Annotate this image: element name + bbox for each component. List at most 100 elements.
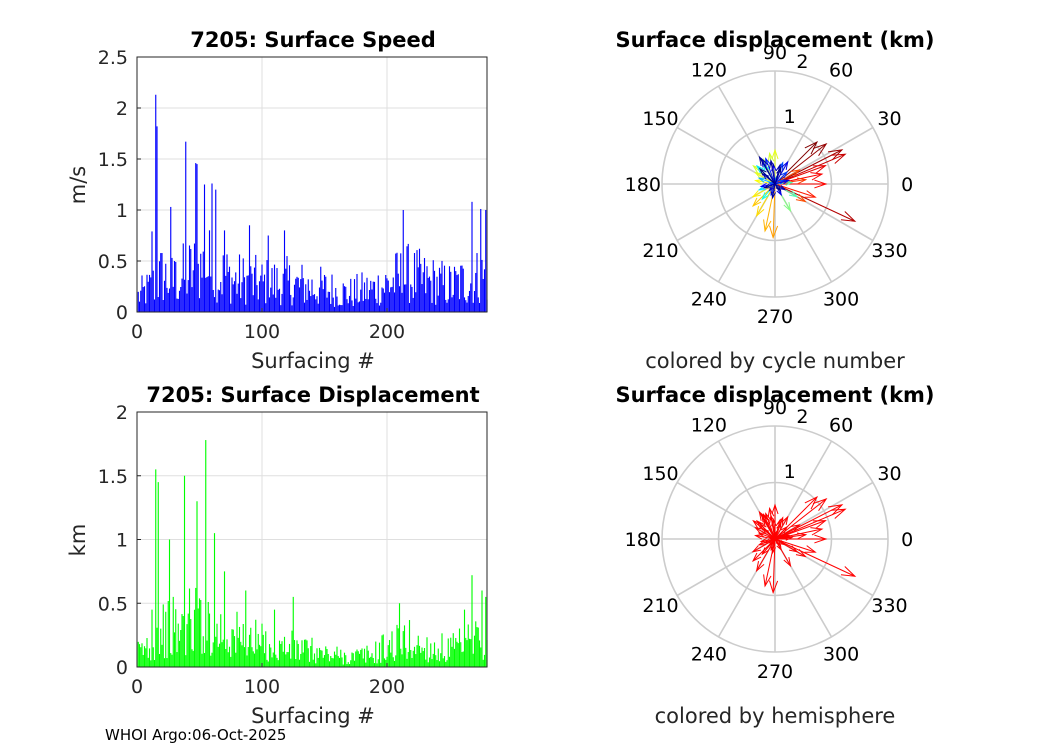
angle-tick-label: 300 bbox=[823, 643, 859, 665]
bar bbox=[442, 285, 444, 312]
bar bbox=[466, 302, 468, 312]
bar bbox=[472, 302, 474, 312]
bar bbox=[371, 653, 373, 667]
displacement-arrow bbox=[758, 155, 776, 185]
bar bbox=[441, 260, 443, 312]
displacement-arrow bbox=[762, 538, 776, 544]
bar bbox=[188, 588, 191, 667]
bar bbox=[418, 248, 421, 312]
bar bbox=[447, 638, 449, 667]
arrow-head bbox=[771, 191, 777, 200]
bar bbox=[331, 657, 333, 667]
bar bbox=[223, 230, 226, 312]
arrow-shaft bbox=[772, 183, 776, 238]
bar bbox=[291, 630, 293, 667]
bar bbox=[402, 210, 404, 312]
bar bbox=[452, 294, 454, 312]
arrow-head bbox=[767, 151, 775, 163]
bar bbox=[203, 652, 206, 667]
bar bbox=[138, 301, 141, 312]
bar bbox=[148, 648, 151, 667]
displacement-arrow bbox=[774, 183, 857, 222]
bar bbox=[320, 266, 322, 312]
bar bbox=[301, 264, 303, 312]
bar bbox=[350, 278, 352, 312]
bar bbox=[245, 304, 247, 312]
bar bbox=[253, 653, 256, 667]
bar bbox=[173, 632, 176, 667]
bar bbox=[290, 294, 292, 312]
bar bbox=[318, 647, 321, 667]
y-tick-label: 0 bbox=[116, 657, 128, 679]
speed-chart-ylabel: m/s bbox=[66, 166, 90, 204]
angle-tick-label: 180 bbox=[625, 529, 661, 551]
bar bbox=[268, 644, 271, 667]
bar bbox=[253, 267, 256, 312]
bar bbox=[416, 645, 418, 667]
bar bbox=[248, 225, 251, 312]
bar bbox=[201, 277, 203, 312]
bar bbox=[471, 201, 473, 312]
arrow-head bbox=[775, 518, 782, 528]
speed-chart: 7205: Surface Speed 0 100 20000.511.522.5 … bbox=[66, 28, 488, 373]
bar bbox=[438, 661, 441, 667]
displacement-arrow bbox=[774, 143, 828, 185]
bar bbox=[250, 266, 252, 312]
bar bbox=[276, 657, 278, 667]
arrow-head bbox=[758, 522, 767, 531]
bar bbox=[306, 299, 308, 312]
bar bbox=[291, 305, 293, 312]
arrow-head bbox=[780, 170, 789, 179]
y-tick-label: 1.5 bbox=[98, 149, 128, 171]
bar bbox=[462, 268, 464, 312]
bar bbox=[303, 639, 306, 667]
bar bbox=[423, 648, 426, 667]
bar bbox=[392, 657, 394, 667]
bar bbox=[158, 261, 161, 312]
bar bbox=[458, 299, 461, 312]
bar bbox=[355, 651, 357, 667]
bar bbox=[235, 272, 237, 312]
bar bbox=[461, 652, 463, 667]
bar bbox=[272, 294, 274, 312]
bar bbox=[370, 280, 372, 312]
bar bbox=[425, 293, 427, 312]
bar bbox=[158, 654, 161, 667]
bar bbox=[383, 658, 386, 667]
bar bbox=[405, 647, 407, 667]
bar bbox=[426, 266, 428, 312]
bar bbox=[168, 539, 171, 667]
bar bbox=[312, 294, 314, 312]
bar bbox=[202, 251, 204, 312]
bar bbox=[286, 652, 288, 667]
bar bbox=[381, 287, 383, 312]
bar bbox=[407, 243, 409, 312]
y-tick-label: 0.5 bbox=[98, 251, 128, 273]
polar-cycle-angle-labels: 0 30 60 90 120 150 180 210 240 270 300 330 1 2 bbox=[625, 42, 914, 328]
bar bbox=[217, 646, 219, 667]
bar bbox=[328, 291, 331, 312]
bar bbox=[426, 637, 428, 667]
bar bbox=[201, 653, 203, 667]
bar bbox=[285, 654, 287, 667]
bar bbox=[447, 299, 449, 312]
bar bbox=[468, 290, 471, 312]
arrow-head bbox=[831, 153, 847, 164]
bar bbox=[338, 657, 341, 667]
bar bbox=[393, 660, 396, 667]
arrow-shaft bbox=[774, 504, 843, 540]
bar bbox=[475, 272, 477, 312]
bar bbox=[360, 289, 362, 312]
bar bbox=[216, 302, 218, 312]
arrow-head bbox=[761, 547, 769, 556]
bar bbox=[403, 284, 406, 312]
bar bbox=[340, 649, 342, 667]
bar bbox=[346, 299, 348, 312]
bar bbox=[157, 297, 159, 312]
bar bbox=[282, 651, 284, 667]
bar bbox=[320, 650, 322, 667]
bar bbox=[401, 654, 403, 667]
bar bbox=[357, 302, 359, 312]
bar bbox=[233, 636, 236, 667]
arrow-head bbox=[780, 525, 789, 534]
